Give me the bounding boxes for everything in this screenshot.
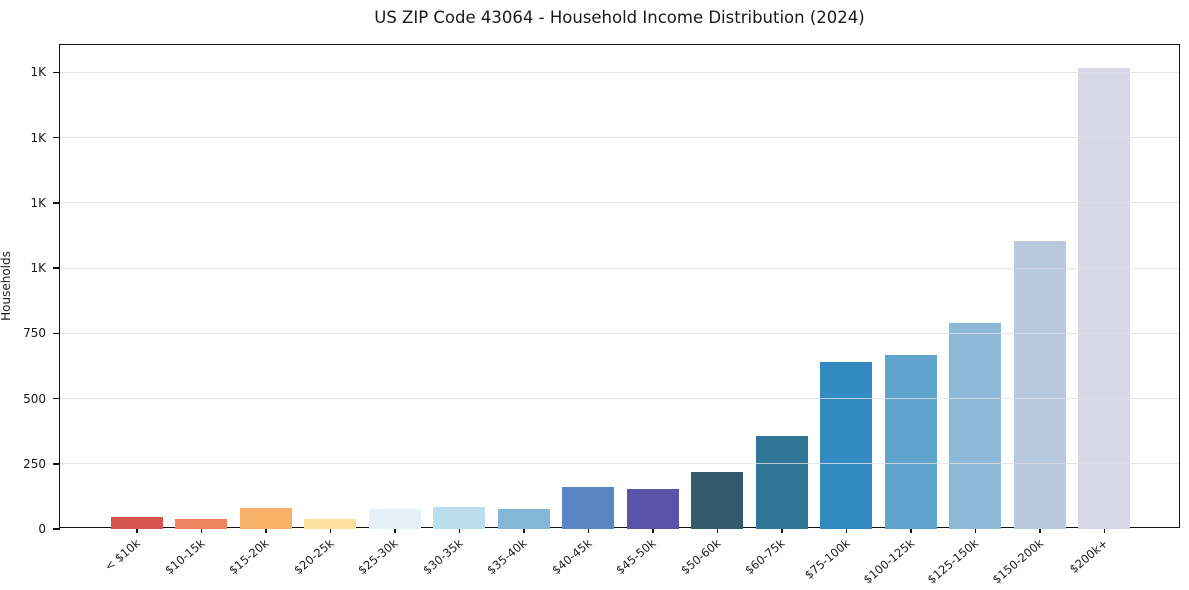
gridline	[60, 71, 1179, 73]
x-tick-mark	[329, 527, 332, 533]
y-tick-label: 1K	[30, 195, 46, 210]
bar	[110, 517, 163, 529]
y-tick-label: 0	[38, 522, 46, 536]
plot-area: < $10k $10-15k $15-20k $20-25k $25-30k $30-35…	[23, 44, 1180, 587]
bar	[368, 508, 421, 529]
bar	[820, 362, 873, 529]
bar	[691, 471, 744, 529]
bar	[755, 435, 808, 529]
bar	[1078, 68, 1131, 529]
bar	[239, 508, 292, 529]
bar	[949, 322, 1002, 529]
x-tick-label-text: $35-40k	[484, 536, 530, 578]
y-tick-mark	[53, 463, 60, 465]
x-tick-mark	[394, 527, 396, 533]
y-tick-mark	[53, 202, 60, 204]
x-tick-label-text: $200k+	[1066, 536, 1111, 577]
x-tick-mark	[1103, 527, 1106, 533]
bar	[304, 518, 357, 529]
y-tick-mark	[53, 397, 60, 400]
bar	[497, 508, 550, 529]
x-tick-label-text: $40-45k	[548, 536, 595, 578]
bar	[175, 518, 228, 529]
x-tick-label-text: $125-150k	[924, 536, 982, 587]
gridline	[60, 398, 1179, 400]
x-tick-mark	[845, 527, 848, 533]
x-tick-label-text: $60-75k	[742, 536, 788, 578]
x-tick-mark	[523, 527, 525, 533]
bar	[626, 489, 679, 529]
y-tick-mark	[53, 332, 60, 335]
x-tick-mark	[458, 527, 461, 533]
y-tick-mark	[53, 528, 60, 530]
y-tick-label: 1K	[30, 261, 46, 276]
x-tick-mark	[136, 527, 138, 533]
y-tick-label: 750	[23, 326, 46, 341]
y-tick-label: 1K	[30, 65, 46, 80]
bar	[433, 506, 486, 529]
x-tick-mark	[200, 527, 203, 533]
x-tick-mark	[716, 527, 719, 533]
x-tick-mark	[1039, 527, 1041, 533]
gridline	[60, 463, 1179, 465]
gridline	[60, 267, 1179, 269]
gridline	[60, 137, 1179, 139]
x-tick-mark	[652, 527, 654, 533]
x-tick-label-text: $75-100k	[801, 536, 853, 582]
x-tick-label-text: < $10k	[101, 536, 143, 574]
y-tick-label: 500	[23, 391, 46, 406]
x-tick-mark	[974, 527, 977, 533]
y-tick-mark	[53, 267, 60, 269]
x-tick-mark	[781, 527, 783, 533]
bar	[1013, 240, 1066, 529]
chart-title: US ZIP Code 43064 - Household Income Dis…	[374, 8, 865, 27]
x-tick-label-text: $25-30k	[355, 536, 401, 578]
y-tick-mark	[53, 71, 60, 74]
x-tick-label-text: $15-20k	[226, 536, 272, 578]
y-tick-mark	[53, 136, 60, 139]
gridline	[60, 332, 1179, 334]
x-tick-label-text: $150-200k	[989, 536, 1046, 587]
x-tick-mark	[587, 527, 590, 533]
x-tick-label-text: $30-35k	[419, 536, 466, 578]
y-tick-label: 1K	[30, 130, 46, 145]
bar	[562, 487, 615, 529]
x-tick-mark	[265, 527, 267, 533]
x-tick-mark	[910, 527, 912, 533]
x-tick-label-text: $50-60k	[677, 536, 724, 578]
gridline	[60, 202, 1179, 204]
x-tick-label-text: $20-25k	[290, 536, 337, 578]
x-tick-label-text: $45-50k	[613, 536, 659, 578]
y-tick-label: 250	[23, 456, 46, 471]
bar	[884, 355, 937, 529]
x-tick-label-text: $10-15k	[161, 536, 208, 578]
x-tick-label-text: $100-125k	[860, 536, 917, 587]
